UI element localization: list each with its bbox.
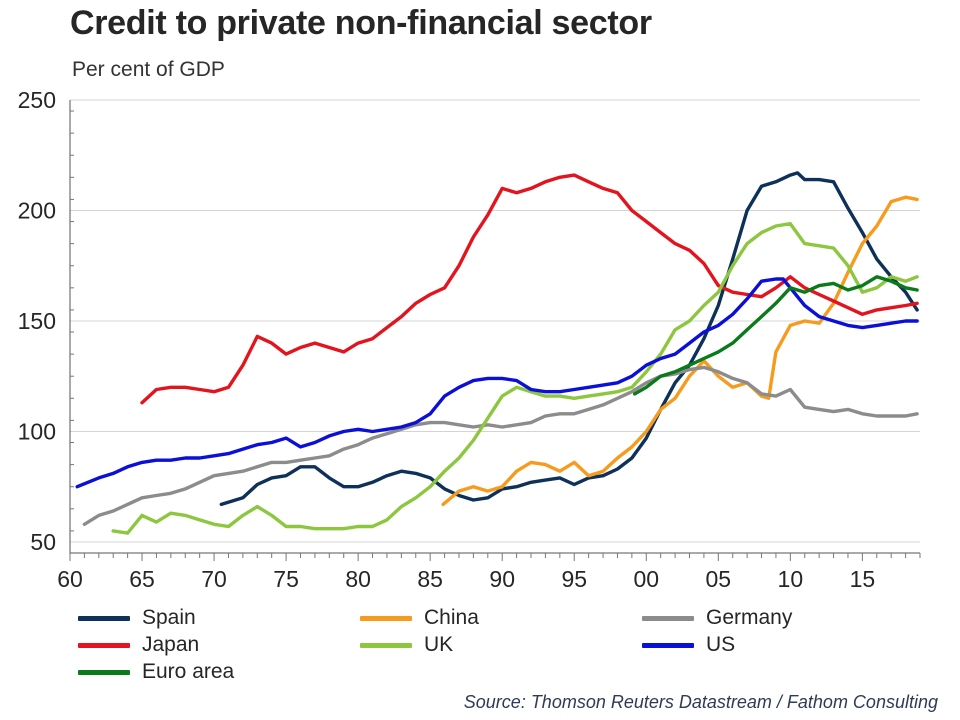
chart-subtitle: Per cent of GDP [72, 58, 225, 81]
legend-label: Japan [142, 633, 200, 656]
legend-swatch [642, 615, 694, 621]
legend-label: US [706, 633, 736, 656]
legend-swatch [78, 642, 130, 648]
series-line-us [75, 277, 919, 489]
x-tick-label: 70 [201, 566, 227, 592]
legend-swatch [360, 615, 412, 621]
legend-label: Euro area [142, 660, 235, 683]
x-tick-label: 10 [778, 566, 804, 592]
x-tick-label: 65 [129, 566, 155, 592]
axes [69, 100, 921, 561]
legend-label: Germany [706, 606, 793, 629]
x-tick-label: 60 [57, 566, 83, 592]
legend-item-us: US [642, 633, 735, 657]
legend-swatch [642, 642, 694, 648]
legend-label: Spain [142, 606, 196, 629]
x-tick-label: 90 [489, 566, 515, 592]
series-line-china [441, 195, 919, 507]
y-tick-label: 100 [18, 418, 56, 444]
legend-item-china: China [360, 606, 479, 630]
gridlines [70, 99, 920, 543]
x-tick-label: 05 [706, 566, 732, 592]
series-line-euro-area [633, 275, 919, 396]
legend-label: UK [424, 633, 454, 656]
series-line-germany [82, 365, 919, 526]
series-line-spain [219, 171, 919, 507]
x-tick-label: 00 [633, 566, 659, 592]
legend-item-japan: Japan [78, 633, 199, 657]
y-tick-label: 200 [18, 197, 56, 223]
series-line-japan [140, 173, 919, 405]
source-note: Source: Thomson Reuters Datastream / Fat… [463, 692, 938, 712]
x-tick-label: 95 [561, 566, 587, 592]
legend-label: China [424, 606, 479, 629]
legend-swatch [78, 669, 130, 675]
x-axis-tick-labels: 60 65 70 75 80 85 90 95 00 05 10 15 [57, 566, 875, 592]
x-tick-label: 75 [273, 566, 299, 592]
chart-title: Credit to private non-financial sector [70, 4, 652, 42]
legend-swatch [360, 642, 412, 648]
y-tick-label: 250 [18, 87, 56, 113]
y-axis-tick-labels: 50 100 150 200 250 [18, 87, 56, 555]
series-lines [75, 171, 919, 535]
legend-swatch [78, 615, 130, 621]
x-tick-label: 80 [345, 566, 371, 592]
y-tick-label: 150 [18, 308, 56, 334]
legend-item-germany: Germany [642, 606, 792, 630]
chart-legend: Spain China Germany Japan UK US Euro area [78, 606, 938, 690]
legend-item-euro-area: Euro area [78, 660, 234, 684]
series-line-uk [111, 221, 919, 535]
y-tick-label: 50 [30, 529, 56, 555]
x-tick-label: 85 [417, 566, 443, 592]
legend-item-spain: Spain [78, 606, 196, 630]
x-tick-label: 15 [850, 566, 876, 592]
legend-item-uk: UK [360, 633, 453, 657]
